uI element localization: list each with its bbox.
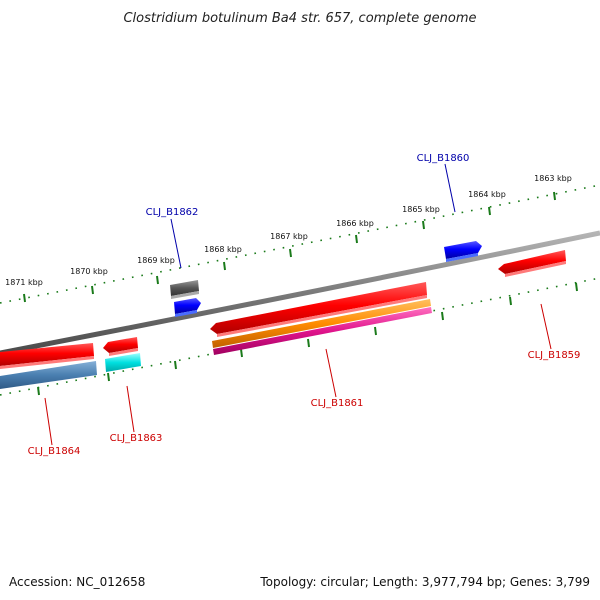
kbp-label: 1869 kbp <box>137 256 175 265</box>
callout-lines <box>44 163 552 446</box>
kbp-label: 1865 kbp <box>402 205 440 214</box>
topology-stats-text: Topology: circular; Length: 3,977,794 bp… <box>259 575 590 589</box>
map-title: Clostridium botulinum Ba4 str. 657, comp… <box>123 11 476 26</box>
kbp-labels: 1871 kbp 1870 kbp 1869 kbp 1868 kbp 1867… <box>5 174 572 287</box>
steelblue-feature[interactable] <box>0 361 97 389</box>
gene-gray-feature[interactable] <box>170 280 199 299</box>
gene-label-clj-b1860[interactable]: CLJ_B1860 <box>417 153 470 164</box>
magenta-feature[interactable] <box>213 307 432 355</box>
kbp-label: 1871 kbp <box>5 278 43 287</box>
gene-clj-b1862-feature[interactable] <box>174 298 201 317</box>
kbp-label: 1866 kbp <box>336 219 374 228</box>
gene-label-clj-b1864[interactable]: CLJ_B1864 <box>28 446 81 457</box>
kbp-label: 1863 kbp <box>534 174 572 183</box>
gene-clj-b1860-feature[interactable] <box>444 241 482 262</box>
gene-clj-b1859-feature[interactable] <box>498 250 566 277</box>
outer-ticks <box>0 184 600 304</box>
cyan-feature[interactable] <box>105 353 141 372</box>
outer-major-ticks <box>23 191 556 303</box>
genome-backbone <box>0 230 600 356</box>
kbp-label: 1864 kbp <box>468 190 506 199</box>
gene-label-clj-b1863[interactable]: CLJ_B1863 <box>110 433 163 444</box>
gene-clj-b1864-feature[interactable] <box>0 343 94 369</box>
kbp-label: 1868 kbp <box>204 245 242 254</box>
kbp-label: 1867 kbp <box>270 232 308 241</box>
accession-text: Accession: NC_012658 <box>9 575 145 589</box>
orange-feature[interactable] <box>212 299 431 348</box>
inner-major-ticks <box>37 282 578 396</box>
kbp-label: 1870 kbp <box>70 267 108 276</box>
gene-label-clj-b1861[interactable]: CLJ_B1861 <box>311 398 364 409</box>
gene-clj-b1861-feature[interactable] <box>210 282 427 337</box>
gene-label-clj-b1862[interactable]: CLJ_B1862 <box>146 207 199 218</box>
gene-clj-b1863-feature[interactable] <box>103 337 138 356</box>
gene-label-clj-b1859[interactable]: CLJ_B1859 <box>528 350 581 361</box>
